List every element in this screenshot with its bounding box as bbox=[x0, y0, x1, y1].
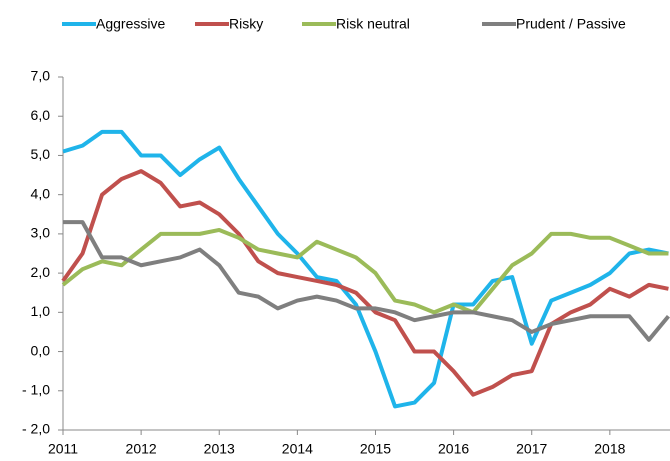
legend-label: Risky bbox=[229, 16, 263, 32]
series-line bbox=[61, 169, 669, 397]
series-line bbox=[63, 220, 670, 342]
y-tick-label: 0,0 bbox=[31, 342, 51, 358]
x-tick-label: 2011 bbox=[48, 441, 78, 457]
y-tick-label: 6,0 bbox=[31, 107, 51, 123]
x-tick-label: 2012 bbox=[126, 441, 157, 457]
series-line bbox=[62, 129, 669, 409]
x-tick-label: 2017 bbox=[516, 441, 547, 457]
y-tick-label: 7,0 bbox=[31, 68, 51, 84]
x-tick-label: 2018 bbox=[594, 441, 625, 457]
y-tick-label: - 2,0 bbox=[22, 421, 50, 437]
legend-label: Risk neutral bbox=[336, 16, 410, 32]
y-tick-label: - 1,0 bbox=[22, 381, 50, 397]
x-tick-label: 2015 bbox=[360, 441, 391, 457]
y-tick-label: 3,0 bbox=[31, 225, 51, 241]
legend-label: Prudent / Passive bbox=[516, 16, 626, 32]
y-tick-label: 5,0 bbox=[31, 146, 51, 162]
x-tick-label: 2016 bbox=[438, 441, 469, 457]
y-tick-label: 2,0 bbox=[31, 264, 51, 280]
y-tick-label: 1,0 bbox=[31, 303, 51, 319]
x-tick-label: 2013 bbox=[204, 441, 235, 457]
legend-label: Aggressive bbox=[96, 16, 165, 32]
y-tick-label: 4,0 bbox=[31, 185, 51, 201]
series-line bbox=[61, 227, 669, 315]
x-tick-label: 2014 bbox=[282, 441, 313, 457]
